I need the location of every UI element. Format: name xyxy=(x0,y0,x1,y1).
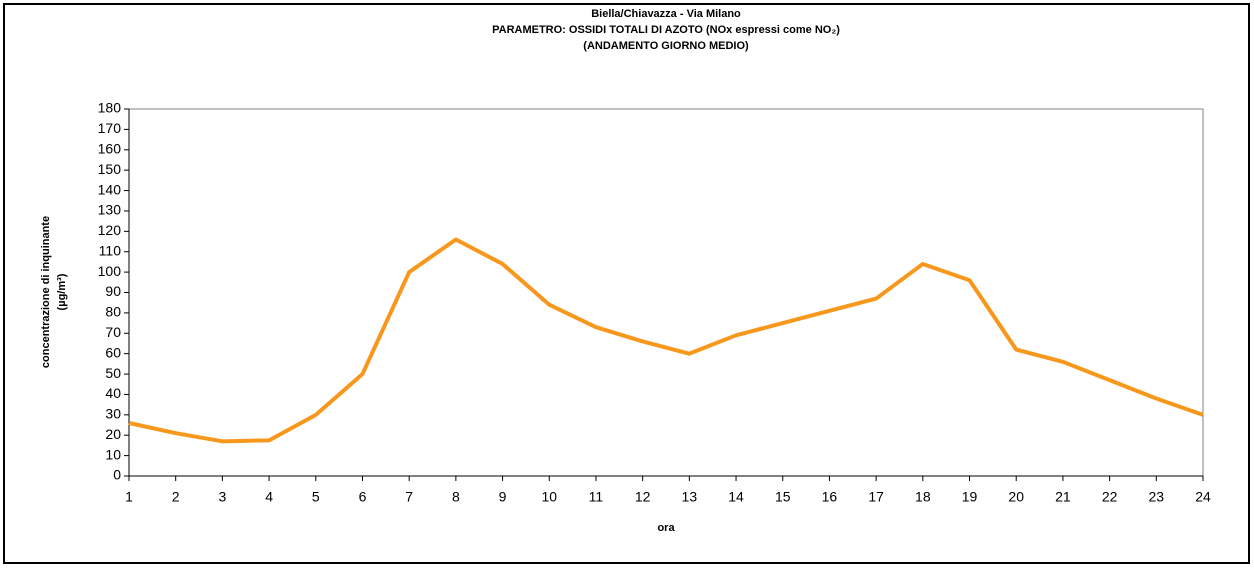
x-tick-label: 5 xyxy=(312,489,320,505)
y-tick-label: 30 xyxy=(105,406,121,422)
y-tick-label: 10 xyxy=(105,446,121,462)
y-tick-label: 0 xyxy=(113,467,121,483)
chart-title: (ANDAMENTO GIORNO MEDIO) xyxy=(583,40,749,52)
y-tick-label: 170 xyxy=(98,120,122,136)
x-tick-label: 13 xyxy=(682,489,698,505)
y-tick-label: 50 xyxy=(105,365,121,381)
x-tick-label: 11 xyxy=(589,489,604,505)
x-tick-label: 7 xyxy=(405,489,413,505)
chart-title: Biella/Chiavazza - Via Milano xyxy=(591,8,741,20)
y-axis-label: (µg/m³) xyxy=(56,273,68,310)
x-tick-label: 12 xyxy=(635,489,651,505)
x-tick-label: 1 xyxy=(125,489,133,505)
x-tick-label: 21 xyxy=(1055,489,1071,505)
y-tick-label: 20 xyxy=(105,426,121,442)
x-tick-label: 8 xyxy=(452,489,460,505)
y-tick-label: 150 xyxy=(98,161,122,177)
x-tick-label: 20 xyxy=(1008,489,1024,505)
x-tick-label: 23 xyxy=(1149,489,1165,505)
x-tick-label: 14 xyxy=(728,489,744,505)
x-tick-label: 4 xyxy=(265,489,273,505)
chart-border xyxy=(3,3,1250,564)
x-tick-label: 9 xyxy=(499,489,507,505)
x-tick-label: 22 xyxy=(1102,489,1118,505)
y-tick-label: 120 xyxy=(98,222,122,238)
y-tick-label: 40 xyxy=(105,385,121,401)
data-line xyxy=(128,237,1204,444)
x-tick-label: 19 xyxy=(962,489,978,505)
y-axis-label: concentrazione di inquinante xyxy=(40,216,52,368)
y-tick-label: 110 xyxy=(99,242,122,258)
y-tick-label: 100 xyxy=(98,263,122,279)
x-tick-label: 6 xyxy=(359,489,367,505)
x-tick-label: 18 xyxy=(915,489,931,505)
x-tick-label: 3 xyxy=(218,489,226,505)
y-tick-label: 80 xyxy=(105,304,121,320)
x-tick-label: 24 xyxy=(1195,489,1211,505)
x-axis-label: ora xyxy=(657,522,675,534)
x-tick-label: 10 xyxy=(541,489,557,505)
x-tick-label: 2 xyxy=(172,489,180,505)
x-tick-label: 15 xyxy=(775,489,791,505)
y-tick-label: 140 xyxy=(98,181,122,197)
y-tick-label: 70 xyxy=(105,324,121,340)
y-tick-label: 180 xyxy=(98,100,122,116)
chart-title: PARAMETRO: OSSIDI TOTALI DI AZOTO (NOx e… xyxy=(492,24,840,36)
x-tick-label: 16 xyxy=(822,489,838,505)
x-tick-label: 17 xyxy=(868,489,884,505)
y-tick-label: 90 xyxy=(105,283,121,299)
y-tick-label: 130 xyxy=(98,202,122,218)
y-tick-label: 60 xyxy=(105,344,121,360)
y-tick-label: 160 xyxy=(98,140,122,156)
